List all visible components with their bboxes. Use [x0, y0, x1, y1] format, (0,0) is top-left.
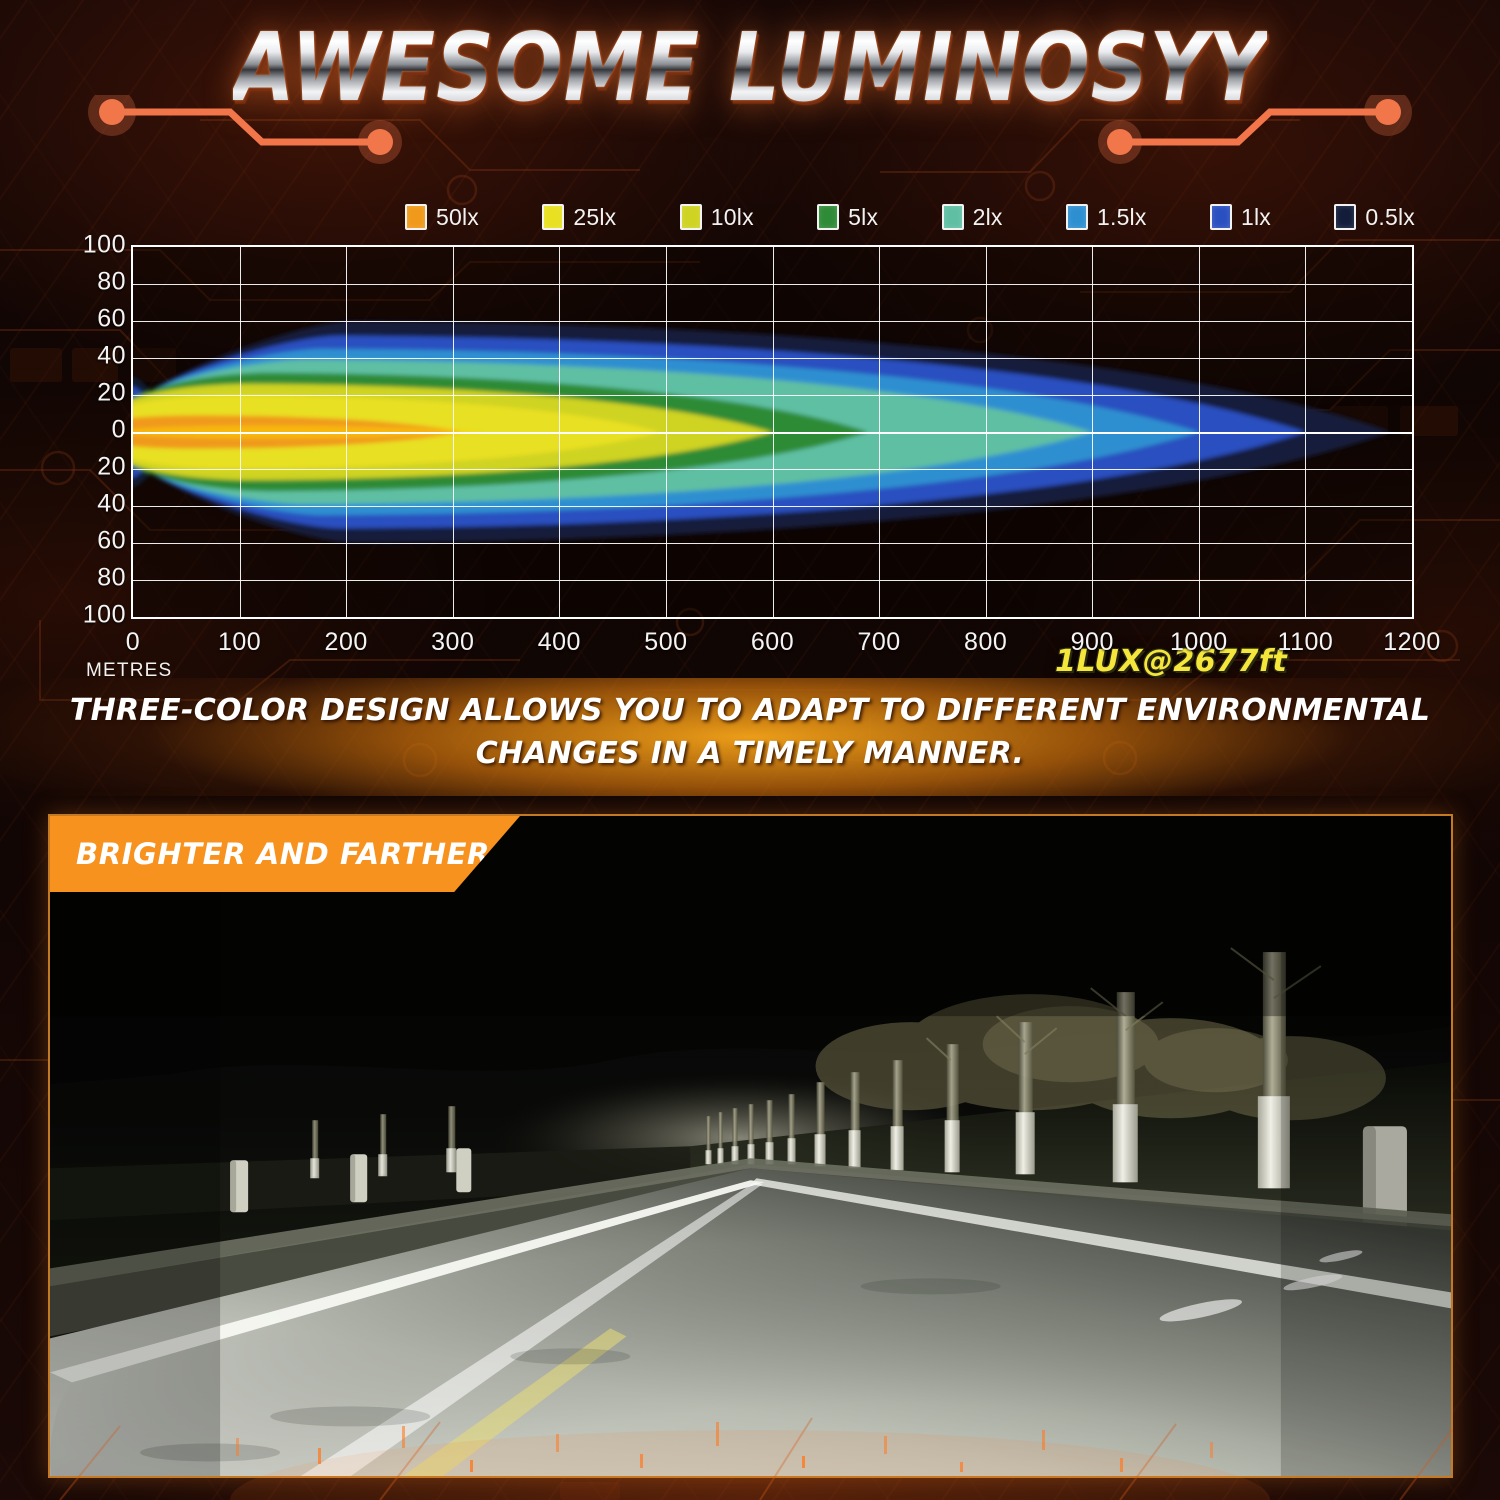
decorative-connector-lines [88, 95, 1412, 164]
legend-label: 1lx [1240, 203, 1271, 230]
x-tick-label: 600 [750, 628, 795, 656]
page-title-text: AWESOME LUMINOSYY [232, 12, 1268, 122]
legend-item-25lx: 25lx [542, 204, 616, 231]
legend-label: 25lx [573, 203, 617, 230]
y-tick-label: 60 [97, 526, 126, 555]
legend-swatch-icon [679, 204, 702, 230]
gridline-horizontal [133, 395, 1412, 396]
x-tick-label: 500 [644, 628, 688, 656]
page-title: AWESOME LUMINOSYY AWESOME LUMINOSYY [0, 9, 1500, 125]
y-tick-label: 20 [97, 378, 126, 407]
y-tick-label: 100 [82, 600, 126, 629]
y-tick-label: 20 [97, 452, 126, 481]
beam-distance-annotation: 1LUX@2677ft [1055, 644, 1288, 679]
legend-swatch-icon [405, 204, 427, 230]
x-tick-label: 200 [324, 628, 368, 656]
legend-label: 10lx [710, 203, 754, 230]
x-tick-label: 800 [964, 628, 1008, 656]
legend-item-1-5lx: 1.5lx [1065, 203, 1147, 231]
axis-zero-line [133, 432, 1412, 434]
y-tick-label: 80 [97, 563, 126, 592]
legend-item-2lx: 2lx [941, 203, 1003, 231]
x-tick-label: 1100 [1277, 628, 1334, 656]
x-tick-label: 900 [1070, 628, 1114, 656]
x-tick-label: 400 [537, 628, 581, 656]
y-tick-label: 80 [97, 267, 126, 296]
photo-ribbon-banner: BRIGHTER AND FARTHER [50, 816, 520, 892]
x-axis-title: METRES [86, 660, 173, 681]
legend-item-0-5lx: 0.5lx [1334, 204, 1415, 231]
legend-label: 2lx [972, 203, 1003, 230]
chart-plot-area [131, 245, 1414, 619]
subtitle-line-2: CHANGES IN A TIMELY MANNER. [475, 735, 1025, 771]
x-tick-label: 1200 [1383, 628, 1441, 656]
legend-label: 50lx [436, 203, 479, 230]
gridline-horizontal [133, 284, 1412, 285]
y-tick-label: 100 [82, 230, 126, 259]
gridline-horizontal [133, 358, 1412, 359]
night-photo-panel: BRIGHTER AND FARTHER [48, 814, 1453, 1478]
gridline-horizontal [133, 506, 1412, 507]
y-tick-label: 40 [97, 489, 126, 518]
legend-label: 0.5lx [1365, 203, 1415, 230]
chart-legend: 50lx 25lx 10lx 5lx 2lx 1.5lx 1lx 0.5lx [405, 200, 1415, 234]
legend-swatch-icon [1209, 204, 1232, 230]
gridline-horizontal [133, 580, 1412, 581]
connector-node-icon [1107, 129, 1133, 155]
subtitle-band-background [0, 678, 1500, 796]
legend-item-10lx: 10lx [679, 203, 754, 231]
gridline-horizontal [133, 543, 1412, 544]
y-tick-label: 0 [111, 415, 126, 444]
legend-label: 5lx [848, 203, 879, 230]
connector-node-icon [99, 99, 125, 125]
y-tick-label: 40 [97, 341, 126, 370]
subtitle-line-1: THREE-COLOR DESIGN ALLOWS YOU TO ADAPT T… [69, 693, 1431, 728]
legend-label: 1.5lx [1096, 203, 1147, 230]
x-tick-label: 700 [857, 628, 901, 656]
legend-item-5lx: 5lx [817, 204, 878, 231]
y-axis-labels: 100 80 60 40 20 0 20 40 60 80 100 [78, 231, 126, 629]
legend-swatch-icon [817, 204, 840, 230]
connector-node-icon [367, 129, 393, 155]
legend-item-1lx: 1lx [1209, 203, 1271, 231]
y-tick-label: 60 [97, 304, 126, 333]
gridline-horizontal [133, 321, 1412, 322]
x-tick-label: 300 [431, 628, 475, 656]
subtitle-text: THREE-COLOR DESIGN ALLOWS YOU TO ADAPT T… [0, 690, 1500, 775]
legend-swatch-icon [542, 204, 565, 230]
legend-swatch-icon [1334, 204, 1357, 230]
x-tick-label: 100 [217, 628, 262, 656]
beam-pattern-chart: 100 80 60 40 20 0 20 40 60 80 100 1LUX@2677ft 0 100… [0, 231, 1500, 682]
night-road-photo [50, 816, 1451, 1476]
x-tick-label: 0 [125, 628, 141, 656]
legend-item-50lx: 50lx [405, 204, 479, 231]
x-tick-label: 1000 [1170, 628, 1228, 656]
legend-swatch-icon [941, 204, 964, 230]
gridline-horizontal [133, 469, 1412, 470]
legend-swatch-icon [1065, 204, 1088, 230]
connector-node-icon [1375, 99, 1401, 125]
x-axis-labels: 0 100 200 300 400 500 600 700 800 900 1000 1100 1200 [0, 628, 1500, 662]
photo-ribbon-label: BRIGHTER AND FARTHER [76, 837, 490, 871]
